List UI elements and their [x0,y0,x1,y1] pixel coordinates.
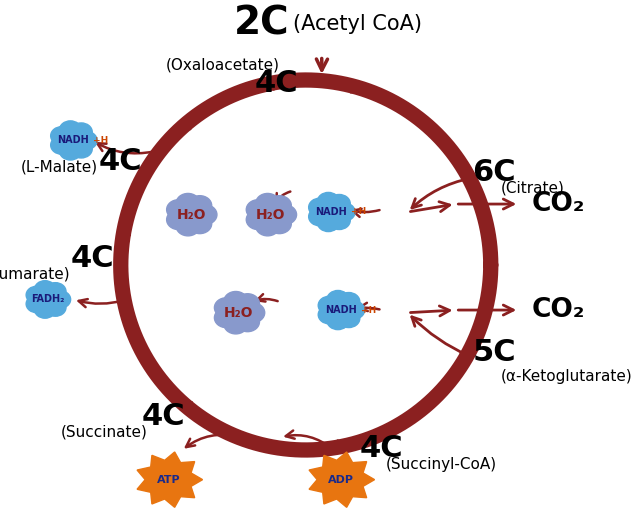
Circle shape [309,198,331,217]
Text: NADH: NADH [325,305,357,315]
Polygon shape [137,452,203,507]
Text: 4C: 4C [255,69,299,98]
Text: NADH: NADH [57,136,89,145]
Text: H₂O: H₂O [224,306,254,320]
Text: 4C: 4C [99,147,143,176]
Text: 2C: 2C [234,5,290,43]
Text: (Oxaloacetate): (Oxaloacetate) [166,58,280,73]
Circle shape [255,216,280,236]
Circle shape [333,203,355,221]
Circle shape [75,131,97,149]
Circle shape [338,309,360,328]
Circle shape [32,286,64,313]
Text: (Citrate): (Citrate) [501,181,565,196]
Circle shape [268,196,291,216]
Circle shape [188,214,211,234]
Circle shape [318,296,340,315]
Circle shape [317,192,340,211]
Polygon shape [309,452,375,507]
Text: NADH: NADH [315,207,347,217]
Circle shape [327,290,349,309]
Circle shape [173,199,210,230]
Circle shape [51,127,73,145]
Circle shape [224,292,248,311]
Text: 4C: 4C [360,435,404,464]
Circle shape [338,293,360,311]
Circle shape [328,195,350,213]
Circle shape [252,199,289,230]
Text: CO₂: CO₂ [532,191,585,217]
Circle shape [268,214,291,234]
Circle shape [59,142,82,160]
Circle shape [327,311,349,330]
Circle shape [50,290,71,308]
Circle shape [315,198,348,226]
Circle shape [318,305,340,324]
Text: +H: +H [361,306,376,314]
Circle shape [26,286,47,304]
Text: FADH₂: FADH₂ [31,295,64,304]
Circle shape [45,282,66,300]
Circle shape [247,210,270,229]
Circle shape [34,301,55,318]
Text: +H: +H [93,136,108,145]
Circle shape [220,297,257,328]
Circle shape [215,308,238,328]
Text: (Acetyl CoA): (Acetyl CoA) [293,14,422,34]
Circle shape [59,121,82,139]
Circle shape [70,123,92,142]
Circle shape [167,200,190,219]
Circle shape [176,193,200,213]
Circle shape [215,298,238,317]
Circle shape [57,127,90,154]
Circle shape [328,211,350,229]
Text: ATP: ATP [157,475,181,484]
Circle shape [34,281,55,298]
Circle shape [236,312,259,332]
Circle shape [70,139,92,158]
Circle shape [224,314,248,334]
Circle shape [241,303,265,323]
Circle shape [26,295,47,313]
Circle shape [45,299,66,316]
Circle shape [176,216,200,236]
Circle shape [247,200,270,219]
Text: CO₂: CO₂ [532,297,585,323]
Text: 4C: 4C [142,402,185,430]
Circle shape [236,294,259,314]
Circle shape [193,205,217,225]
Text: (L-Malate): (L-Malate) [21,160,98,174]
Text: (Succinyl-CoA): (Succinyl-CoA) [385,457,497,472]
Text: ADP: ADP [328,475,354,484]
Circle shape [167,210,190,229]
Text: 6C: 6C [473,158,516,187]
Text: H₂O: H₂O [176,208,206,222]
Circle shape [317,213,340,232]
Text: 5C: 5C [473,338,516,367]
Circle shape [255,193,280,213]
Text: (α-Ketoglutarate): (α-Ketoglutarate) [501,368,633,384]
Text: (Succinate): (Succinate) [61,425,147,439]
Circle shape [273,205,297,225]
Text: 4C: 4C [71,244,115,273]
Text: +H: +H [351,208,366,216]
Circle shape [309,207,331,226]
Circle shape [343,301,364,319]
Circle shape [324,296,357,324]
Text: H₂O: H₂O [256,208,285,222]
Circle shape [188,196,211,216]
Circle shape [51,136,73,154]
Text: ( Fumarate): ( Fumarate) [0,267,70,282]
